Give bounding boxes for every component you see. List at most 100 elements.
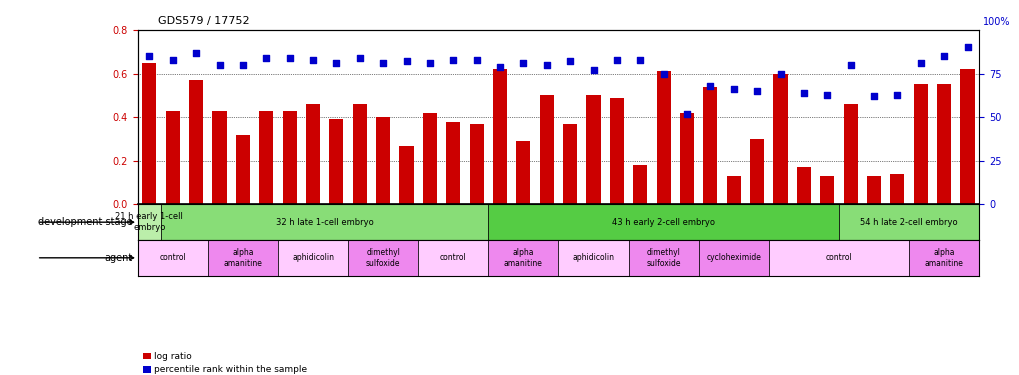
Point [865, 93, 881, 99]
Point [375, 60, 391, 66]
Point [748, 88, 764, 94]
Bar [189, 80, 203, 204]
Bar [866, 176, 880, 204]
Point [561, 58, 578, 64]
Bar [768, 240, 908, 276]
Bar [235, 135, 250, 204]
Text: alpha
amanitine: alpha amanitine [503, 248, 542, 267]
Bar [628, 240, 698, 276]
Bar [562, 124, 577, 204]
Point [701, 83, 717, 89]
Point [655, 70, 672, 76]
Point [608, 57, 625, 63]
Bar [539, 95, 553, 204]
Bar [516, 141, 530, 204]
Bar [609, 98, 624, 204]
Text: aphidicolin: aphidicolin [572, 254, 613, 262]
Point [305, 57, 321, 63]
Bar [138, 204, 161, 240]
Point [795, 90, 811, 96]
Bar [890, 174, 904, 204]
Point [211, 62, 227, 68]
Bar [960, 69, 973, 204]
Point [281, 55, 298, 61]
Bar [138, 240, 208, 276]
Point [444, 57, 461, 63]
Bar [469, 124, 483, 204]
Point [468, 57, 484, 63]
Text: development stage: development stage [38, 217, 132, 227]
Point [515, 60, 531, 66]
Point [538, 62, 554, 68]
Text: GDS579 / 17752: GDS579 / 17752 [158, 16, 250, 26]
Bar [208, 240, 277, 276]
Bar [446, 122, 460, 204]
Bar [418, 240, 488, 276]
Bar [772, 74, 787, 204]
Point [234, 62, 251, 68]
Point [187, 50, 204, 55]
Point [842, 62, 858, 68]
Text: dimethyl
sulfoxide: dimethyl sulfoxide [646, 248, 681, 267]
Text: percentile rank within the sample: percentile rank within the sample [154, 365, 307, 374]
Point [959, 45, 975, 51]
Bar [936, 84, 950, 204]
Bar [703, 87, 716, 204]
Bar [843, 104, 857, 204]
Bar [143, 63, 156, 204]
Point [771, 70, 788, 76]
Bar [277, 240, 347, 276]
Bar [329, 119, 343, 204]
Point [585, 67, 601, 73]
Text: 100%: 100% [982, 17, 1010, 27]
Point [328, 60, 344, 66]
Text: control: control [824, 254, 852, 262]
Bar [259, 111, 273, 204]
Bar [913, 84, 927, 204]
Bar [165, 111, 179, 204]
Bar [633, 165, 647, 204]
Text: control: control [159, 254, 185, 262]
Text: alpha
amanitine: alpha amanitine [223, 248, 262, 267]
Text: agent: agent [104, 253, 132, 263]
Point [935, 53, 952, 59]
Bar [558, 240, 628, 276]
Bar [819, 176, 834, 204]
Text: dimethyl
sulfoxide: dimethyl sulfoxide [366, 248, 400, 267]
Bar [838, 204, 978, 240]
Bar [492, 69, 506, 204]
Point [352, 55, 368, 61]
Bar [749, 139, 763, 204]
Bar [488, 240, 558, 276]
Point [632, 57, 648, 63]
Bar [488, 204, 838, 240]
Point [141, 53, 157, 59]
Bar [282, 111, 297, 204]
Bar [212, 111, 226, 204]
Bar [796, 167, 810, 204]
Point [491, 64, 507, 70]
Bar [680, 113, 693, 204]
Text: control: control [439, 254, 466, 262]
Text: aphidicolin: aphidicolin [291, 254, 333, 262]
Text: cycloheximide: cycloheximide [705, 254, 760, 262]
Point [679, 111, 695, 117]
Bar [306, 104, 320, 204]
Point [725, 86, 741, 92]
Text: 43 h early 2-cell embryo: 43 h early 2-cell embryo [611, 217, 714, 226]
Text: 32 h late 1-cell embryo: 32 h late 1-cell embryo [275, 217, 373, 226]
Text: 21 h early 1-cell
embryо: 21 h early 1-cell embryо [115, 213, 183, 232]
Text: log ratio: log ratio [154, 352, 192, 361]
Bar [656, 71, 669, 204]
Point [912, 60, 928, 66]
Point [258, 55, 274, 61]
Point [818, 92, 835, 98]
Bar [423, 113, 436, 204]
Bar [698, 240, 768, 276]
Point [398, 58, 415, 64]
Bar [586, 95, 600, 204]
Point [421, 60, 437, 66]
Bar [399, 146, 413, 204]
Bar [161, 204, 488, 240]
Point [889, 92, 905, 98]
